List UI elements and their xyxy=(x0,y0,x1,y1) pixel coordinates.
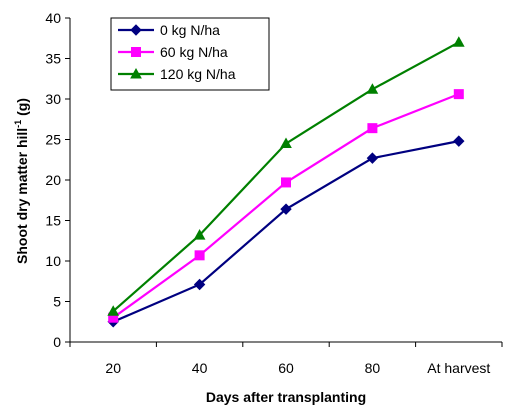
data-point xyxy=(366,83,379,94)
x-axis-title: Days after transplanting xyxy=(206,389,366,405)
y-tick-label: 5 xyxy=(53,294,61,310)
x-tick-label: 20 xyxy=(105,360,121,376)
y-tick-label: 40 xyxy=(45,10,61,26)
data-point xyxy=(280,203,292,215)
data-point xyxy=(193,229,206,240)
y-axis-title-main: Shoot dry matter hill xyxy=(14,128,30,264)
data-point xyxy=(281,177,291,188)
data-point xyxy=(453,135,465,147)
data-point xyxy=(452,36,465,47)
y-axis-title-superscript: -1 xyxy=(13,120,23,128)
y-tick-label: 15 xyxy=(45,213,61,229)
y-tick-label: 25 xyxy=(45,132,61,148)
data-point xyxy=(367,123,378,134)
x-axis-ticks: 20 40 60 80 At harvest xyxy=(69,342,503,376)
y-axis-title: Shoot dry matter hill-1 (g) xyxy=(13,98,30,264)
y-axis-ticks: 0 5 10 15 20 25 30 35 40 xyxy=(45,10,70,350)
data-point xyxy=(107,305,120,316)
x-tick-label: At harvest xyxy=(427,360,490,376)
y-tick-label: 0 xyxy=(53,334,61,350)
series-1 xyxy=(107,135,465,328)
y-tick-label: 20 xyxy=(45,172,61,188)
legend-marker xyxy=(131,47,141,57)
y-tick-label: 35 xyxy=(45,51,61,67)
y-tick-label: 30 xyxy=(45,91,61,107)
legend: 0 kg N/ha 60 kg N/ha 120 kg N/ha xyxy=(110,17,270,91)
data-point xyxy=(453,89,464,100)
legend-label: 0 kg N/ha xyxy=(160,22,220,38)
legend-marker xyxy=(130,24,142,36)
x-tick-label: 60 xyxy=(278,360,294,376)
legend-marker xyxy=(130,67,142,79)
x-tick-label: 80 xyxy=(365,360,381,376)
series-layer xyxy=(107,36,465,328)
x-tick-label: 40 xyxy=(192,360,208,376)
y-tick-label: 10 xyxy=(45,253,61,269)
data-point xyxy=(366,152,379,164)
legend-label: 120 kg N/ha xyxy=(160,66,236,82)
series-3 xyxy=(107,36,465,316)
data-point xyxy=(194,250,205,261)
series-line xyxy=(112,140,460,323)
legend-label: 60 kg N/ha xyxy=(160,44,228,60)
data-point xyxy=(193,278,206,291)
data-point xyxy=(280,137,292,149)
y-axis-title-unit: (g) xyxy=(14,98,30,120)
series-2 xyxy=(108,89,464,323)
